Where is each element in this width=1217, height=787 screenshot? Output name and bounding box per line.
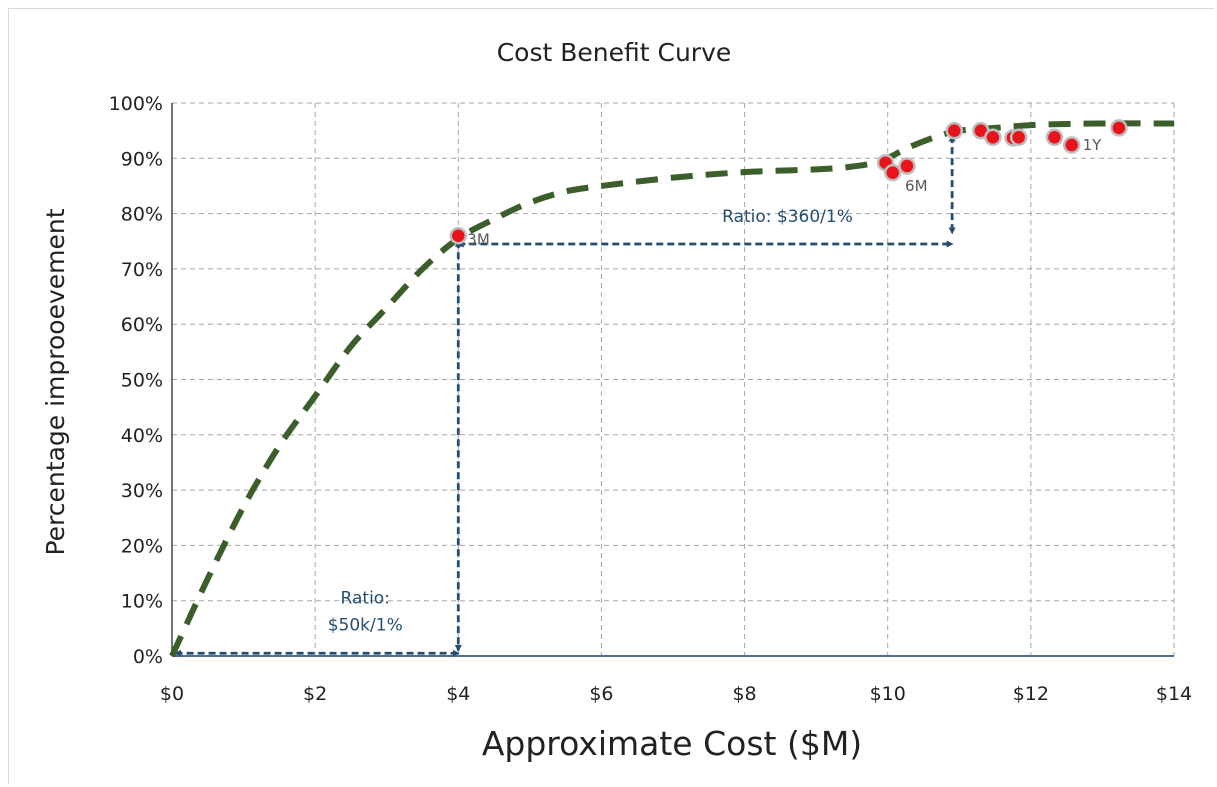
y-tick-label: 90% <box>121 148 163 170</box>
dashed-curve <box>169 120 1175 658</box>
y-tick-label: 0% <box>133 646 163 668</box>
ratio-label: $50k/1% <box>328 615 403 635</box>
y-tick-label: 100% <box>109 93 163 115</box>
y-tick-label: 40% <box>121 425 163 447</box>
x-tick-label: $10 <box>870 683 906 705</box>
chart-title: Cost Benefit Curve <box>497 38 732 67</box>
data-point <box>1110 119 1128 137</box>
point-label: 6M <box>905 177 928 195</box>
x-axis-label: Approximate Cost ($M) <box>482 724 862 763</box>
x-tick-label: $4 <box>446 683 470 705</box>
data-points <box>449 119 1128 245</box>
point-label: 1Y <box>1083 136 1103 154</box>
data-point <box>984 128 1002 147</box>
y-tick-label: 20% <box>121 535 163 557</box>
y-tick-label: 50% <box>121 370 163 392</box>
x-tick-label: $8 <box>732 683 756 705</box>
y-axis-label: Percentage improoevement <box>41 208 70 555</box>
data-point <box>898 157 916 175</box>
ratio-label: Ratio: <box>341 588 390 608</box>
grid-lines <box>172 102 1175 656</box>
x-tick-label: $2 <box>303 683 327 705</box>
ratio-labels: Ratio: $50k/1% Ratio: $360/1% <box>328 207 853 636</box>
x-tick-label: $6 <box>589 683 613 705</box>
x-tick-label: $0 <box>160 683 184 705</box>
cost-benefit-curve <box>169 120 1175 658</box>
x-tick-label: $14 <box>1156 683 1192 705</box>
y-tick-label: 60% <box>121 314 163 336</box>
axes <box>171 103 1174 657</box>
x-tick-labels: $0 $2 $4 $6 $8 $10 $12 $14 <box>160 683 1192 705</box>
data-point <box>945 121 964 140</box>
y-tick-label: 80% <box>121 204 163 226</box>
data-point <box>883 163 902 182</box>
y-tick-labels: 0% 10% 20% 30% 40% 50% 60% 70% 80% 90% 100% <box>109 93 163 668</box>
data-point <box>1062 136 1081 154</box>
y-tick-label: 70% <box>121 259 163 281</box>
data-point <box>1009 128 1028 147</box>
point-labels: 3M 6M 1Y <box>467 136 1102 249</box>
ratio-arrows <box>174 134 956 657</box>
chart-frame <box>8 8 1214 784</box>
x-tick-label: $12 <box>1013 683 1049 705</box>
ratio-label: Ratio: $360/1% <box>722 207 853 227</box>
y-tick-label: 10% <box>121 591 163 613</box>
data-point <box>1045 128 1064 147</box>
y-tick-label: 30% <box>121 480 163 502</box>
data-point <box>449 226 468 245</box>
point-label: 3M <box>467 231 490 249</box>
